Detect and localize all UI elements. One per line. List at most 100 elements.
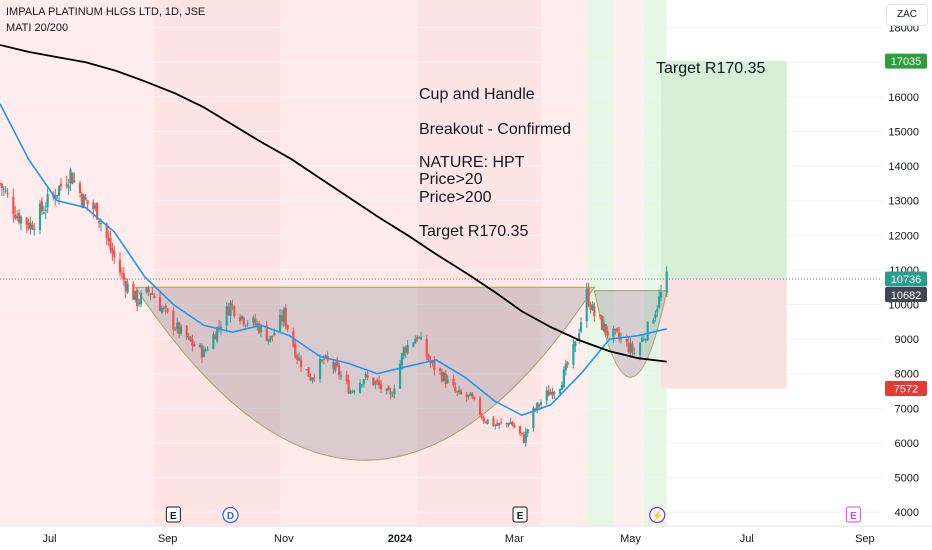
candle-body	[484, 422, 487, 424]
earnings-marker[interactable]	[165, 506, 181, 523]
candle-body	[553, 392, 556, 395]
candle-body	[558, 389, 562, 394]
candle-body	[25, 217, 28, 225]
candle-body	[471, 394, 474, 398]
candle-body	[97, 220, 101, 223]
candle-body	[176, 322, 179, 329]
candle-body	[56, 195, 59, 197]
annotation-text: Price>20	[419, 171, 483, 188]
candle-body	[377, 380, 381, 386]
candle-body	[598, 314, 602, 317]
currency-button[interactable]: ZAC	[886, 4, 928, 26]
target-zone[interactable]	[661, 61, 787, 280]
earnings-marker[interactable]	[845, 506, 861, 523]
candle-body	[216, 327, 219, 342]
candle-body	[374, 381, 377, 385]
candle-body	[587, 287, 590, 306]
candle-body	[231, 304, 234, 306]
candle-body	[44, 209, 47, 211]
candle-body	[126, 283, 129, 293]
candle-body	[134, 290, 137, 300]
candle-body	[547, 390, 550, 397]
y-tick-label: 4000	[895, 507, 919, 519]
earnings-marker[interactable]	[512, 506, 528, 523]
candle-body	[246, 323, 249, 325]
event-marker-label: D	[227, 511, 234, 522]
candle-body	[387, 386, 390, 391]
candle-body	[652, 319, 655, 324]
candle-body	[351, 390, 354, 393]
candle-body	[280, 315, 284, 322]
candle-body	[644, 339, 647, 341]
candle-body	[238, 317, 242, 322]
candle-body	[640, 337, 644, 342]
candle-body	[438, 368, 442, 372]
candle-body	[339, 375, 343, 377]
candle-body	[67, 185, 70, 189]
candle-body	[456, 391, 459, 393]
candle-body	[265, 325, 268, 341]
candle-body	[242, 317, 245, 325]
candle-body	[600, 315, 604, 330]
candle-body	[46, 194, 49, 208]
indicator-label[interactable]: MATI 20/200	[6, 22, 69, 34]
candle-body	[618, 332, 621, 338]
stop-zone[interactable]	[661, 279, 787, 389]
candle-body	[614, 328, 617, 330]
candle-body	[297, 357, 301, 361]
candle-body	[532, 407, 535, 428]
candle-body	[486, 419, 489, 424]
candle-body	[282, 309, 285, 322]
candle-body	[271, 335, 274, 337]
candle-body	[534, 408, 537, 410]
session-band	[417, 0, 542, 526]
time-axis[interactable]	[0, 526, 932, 550]
candle-body	[473, 396, 476, 399]
candle-body	[202, 348, 205, 358]
candle-body	[42, 212, 45, 214]
candle-body	[347, 379, 350, 394]
x-tick-label: Sep	[855, 533, 875, 545]
candle-body	[286, 325, 289, 330]
session-band	[613, 0, 644, 526]
candle-body	[659, 291, 663, 298]
candle-body	[145, 287, 148, 293]
candle-body	[467, 394, 470, 396]
candle-body	[638, 342, 642, 356]
annotation-text: Cup and Handle	[419, 86, 535, 103]
candle-body	[233, 306, 236, 316]
current-price-tag-bg	[885, 271, 927, 287]
candle-body	[307, 367, 310, 377]
event-marker[interactable]	[649, 506, 666, 524]
candle-body	[642, 338, 645, 340]
candle-body	[214, 334, 217, 340]
x-tick-label: May	[620, 533, 641, 545]
candle-body	[412, 342, 415, 347]
candle-body	[511, 421, 514, 426]
candle-body	[305, 369, 308, 371]
candle-body	[564, 363, 567, 371]
x-tick-label: Jul	[740, 533, 754, 545]
session-band	[280, 0, 418, 526]
event-marker[interactable]	[222, 506, 239, 524]
candle-body	[149, 293, 152, 295]
candle-body	[0, 182, 2, 184]
chart-title: IMPALA PLATINUM HLGS LTD, 1D, JSE	[6, 6, 206, 18]
candle-body	[96, 202, 99, 220]
candle-body	[322, 358, 325, 360]
candle-body	[349, 391, 352, 394]
candle-body	[602, 322, 605, 332]
candle-body	[59, 183, 63, 187]
candle-body	[244, 325, 247, 327]
x-tick-label: 2024	[388, 533, 413, 545]
candle-body	[416, 336, 419, 340]
candle-body	[385, 388, 388, 392]
x-tick-label: Jul	[42, 533, 56, 545]
candle-body	[12, 196, 15, 215]
candle-body	[480, 416, 484, 419]
y-tick-label: 12000	[888, 230, 919, 242]
candle-body	[174, 329, 177, 331]
candle-body	[417, 337, 421, 339]
candle-body	[332, 361, 335, 369]
